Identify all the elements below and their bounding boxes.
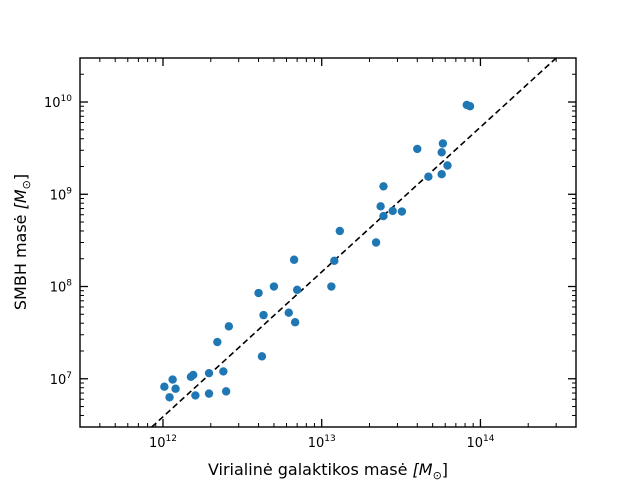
- plot-area: [79, 57, 577, 428]
- data-point: [168, 375, 177, 384]
- x-tick-label: 1014: [466, 434, 494, 451]
- data-point: [224, 322, 234, 331]
- data-point: [376, 202, 385, 211]
- data-point: [171, 384, 180, 393]
- x-tick-label: 1012: [149, 434, 177, 451]
- y-tick-label: 107: [50, 371, 72, 388]
- data-point: [189, 370, 198, 380]
- data-point: [290, 318, 300, 327]
- data-layer: [151, 58, 557, 427]
- tick-labels: 1012 1013 1014 107 108 109 1010: [44, 94, 495, 451]
- data-point: [289, 255, 299, 264]
- data-point: [437, 170, 446, 179]
- data-point: [379, 211, 388, 221]
- data-point: [284, 308, 293, 317]
- data-point: [465, 102, 475, 111]
- x-axis-label: Virialinė galaktikos masė [M⊙]: [208, 460, 448, 480]
- data-point: [213, 337, 222, 347]
- data-point: [165, 393, 174, 402]
- data-point: [437, 148, 446, 157]
- data-point: [292, 285, 302, 295]
- x-tick-label: 1013: [308, 434, 336, 451]
- data-point: [204, 368, 214, 378]
- data-point: [204, 389, 214, 398]
- axis-ticks: [80, 58, 576, 427]
- data-point: [388, 206, 397, 216]
- data-point: [221, 387, 231, 396]
- fit-line: [151, 58, 557, 427]
- data-point: [330, 256, 339, 265]
- data-point: [413, 144, 422, 154]
- data-point: [269, 282, 279, 291]
- y-tick-label: 1010: [44, 94, 72, 111]
- data-point: [443, 161, 452, 170]
- plot-frame: [79, 57, 577, 428]
- data-point: [191, 391, 200, 400]
- data-point: [424, 172, 433, 181]
- y-tick-label: 108: [50, 279, 73, 296]
- data-point: [160, 382, 169, 391]
- data-point: [254, 288, 263, 298]
- data-point: [397, 207, 407, 216]
- y-axis-label: SMBH masė [M⊙]: [11, 174, 33, 310]
- y-tick-label: 109: [50, 186, 73, 203]
- data-point: [257, 352, 267, 361]
- data-point: [327, 282, 336, 291]
- data-point: [371, 238, 381, 247]
- data-point: [259, 310, 268, 320]
- data-point: [379, 182, 388, 191]
- data-point: [335, 226, 345, 236]
- data-point: [438, 139, 448, 148]
- data-point: [219, 367, 228, 376]
